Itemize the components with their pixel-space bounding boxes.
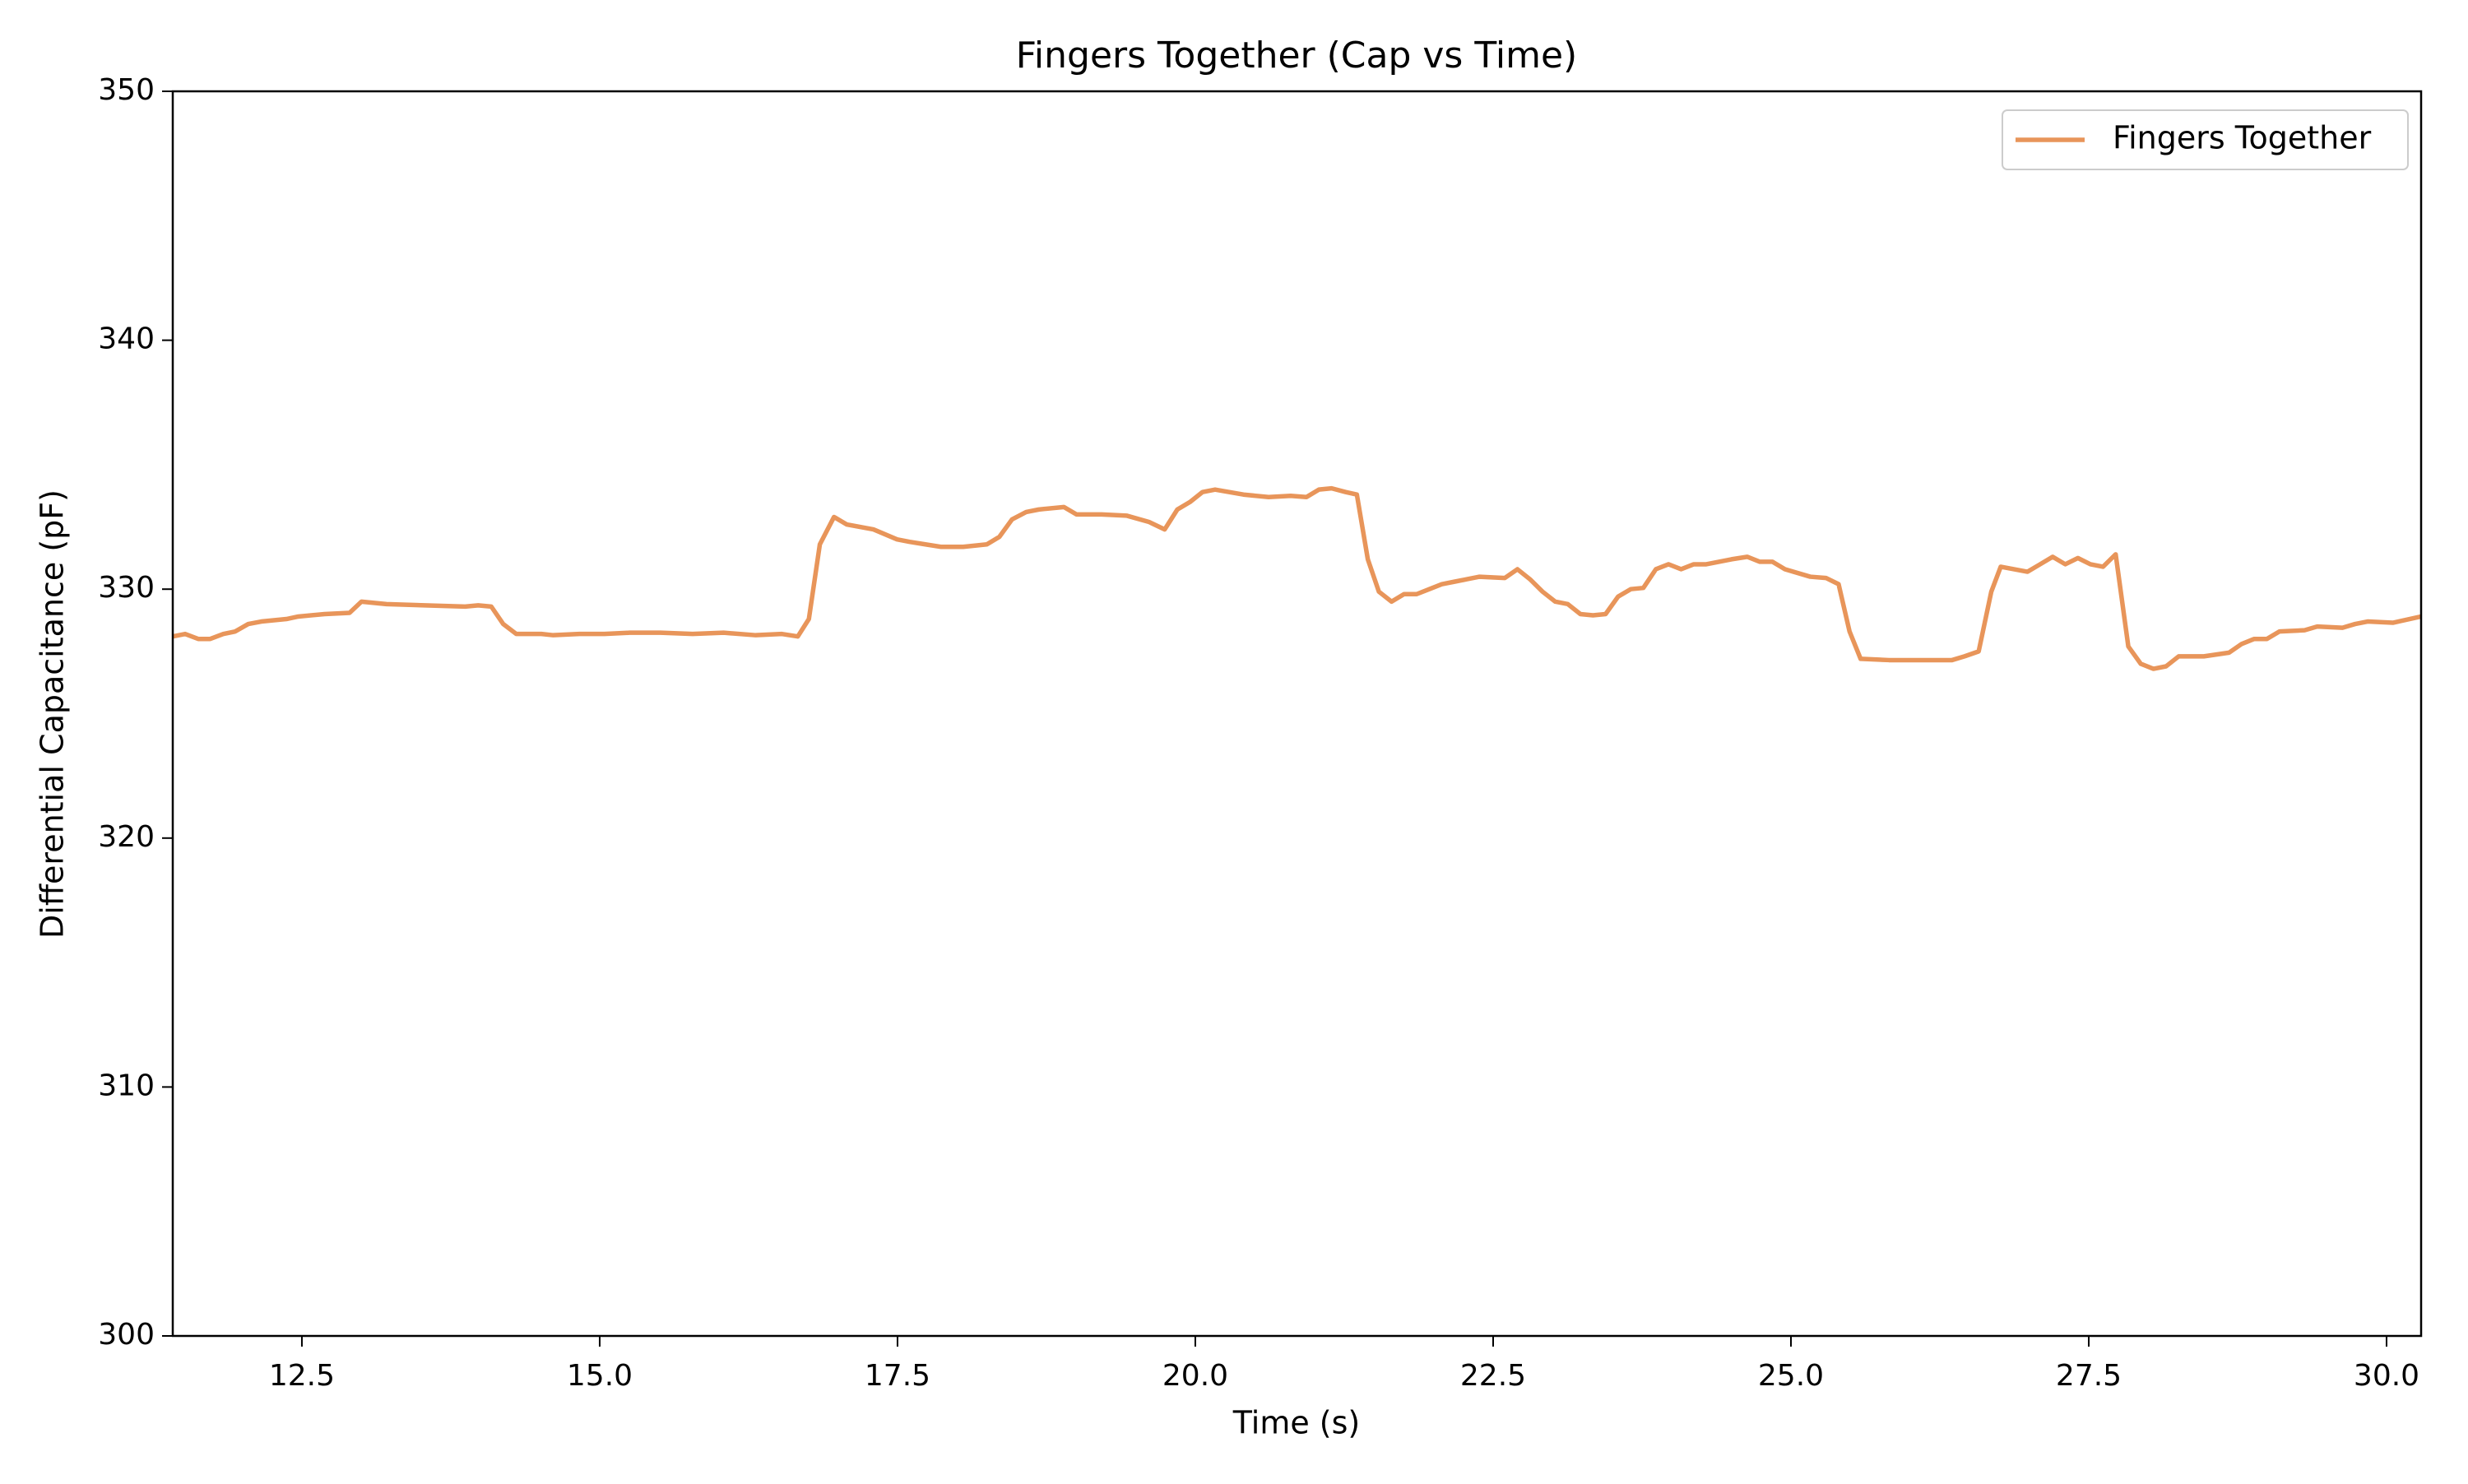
y-tick-label: 300 (98, 1318, 155, 1352)
x-tick-label: 17.5 (865, 1359, 930, 1393)
x-tick-label: 22.5 (1460, 1359, 1526, 1393)
x-tick-label: 12.5 (269, 1359, 335, 1393)
x-tick-label: 20.0 (1162, 1359, 1228, 1393)
chart-title: Fingers Together (Cap vs Time) (1016, 35, 1577, 77)
x-tick-label: 27.5 (2056, 1359, 2122, 1393)
x-tick-label: 15.0 (567, 1359, 633, 1393)
plot-frame (171, 90, 2423, 1338)
x-tick-label: 25.0 (1758, 1359, 1824, 1393)
legend-label: Fingers Together (2113, 120, 2372, 156)
x-axis-label: Time (s) (1232, 1405, 1361, 1441)
y-tick-label: 310 (98, 1069, 155, 1102)
data-line (173, 485, 2421, 671)
y-tick-label: 340 (98, 322, 155, 356)
y-axis-label: Differential Capacitance (pF) (35, 489, 71, 939)
x-tick-label: 30.0 (2354, 1359, 2419, 1393)
y-tick-label: 320 (98, 820, 155, 854)
y-tick-label: 350 (98, 73, 155, 107)
y-tick-label: 330 (98, 571, 155, 605)
legend-box (2002, 109, 2409, 170)
